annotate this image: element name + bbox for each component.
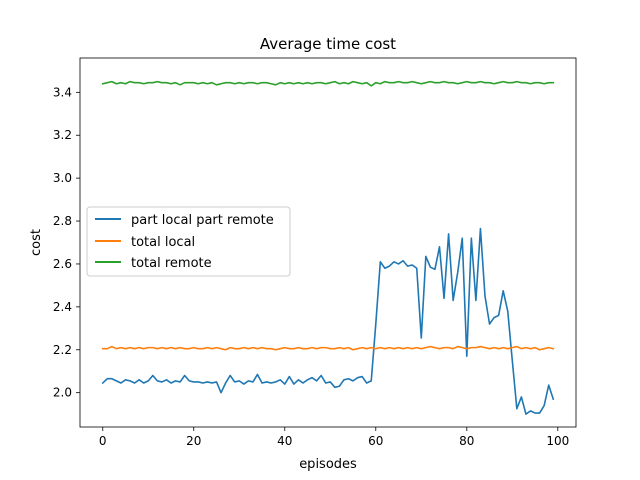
x-tick-label: 100 (546, 434, 569, 448)
x-tick-label: 20 (186, 434, 201, 448)
y-tick-label: 2.4 (53, 300, 72, 314)
legend-label-total-remote: total remote (131, 256, 212, 271)
x-tick-label: 0 (99, 434, 107, 448)
plot-frame (79, 57, 577, 428)
y-axis-label: cost (29, 229, 44, 256)
y-tick-label: 2.2 (53, 343, 72, 357)
y-tick-label: 2.0 (53, 386, 72, 400)
y-tick-label: 3.4 (53, 85, 72, 99)
y-tick-label: 2.8 (53, 214, 72, 228)
series-line-total-local (101, 345, 555, 351)
chart-title: Average time cost (260, 35, 396, 53)
x-axis-label: episodes (299, 457, 357, 472)
y-tick-label: 3.2 (53, 128, 72, 142)
legend-label-part-local-part-remote: part local part remote (131, 213, 274, 228)
legend: part local part remote total local total… (86, 206, 291, 277)
y-axis: 2.0 2.2 2.4 2.6 2.8 3.0 3.2 3.4 (53, 85, 80, 400)
y-tick-label: 3.0 (53, 171, 72, 185)
x-axis: 0 20 40 60 80 100 (99, 427, 569, 448)
series-line-total-remote (101, 80, 555, 87)
y-tick-label: 2.6 (53, 257, 72, 271)
x-tick-label: 80 (459, 434, 474, 448)
legend-label-total-local: total local (131, 235, 195, 250)
legend-box (86, 206, 291, 277)
series-line-part-local-part-remote (101, 227, 555, 415)
series-layer (101, 80, 555, 415)
x-tick-label: 60 (368, 434, 383, 448)
x-tick-label: 40 (277, 434, 292, 448)
